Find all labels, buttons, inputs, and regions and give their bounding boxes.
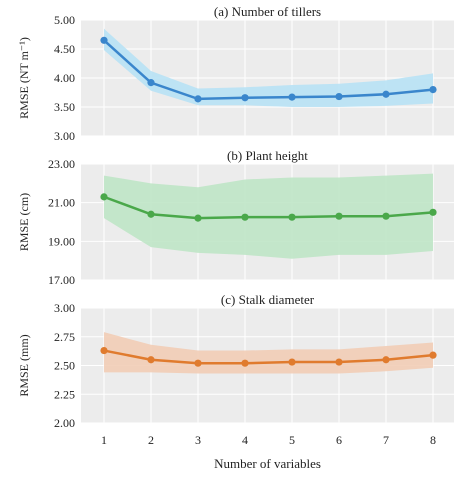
data-point xyxy=(335,358,343,366)
y-axis-label: RMSE (NT m⁻¹) xyxy=(17,37,31,119)
panel-title: (a) Number of tillers xyxy=(214,4,321,19)
y-tick-label: 3.00 xyxy=(54,301,75,315)
y-tick-label: 5.00 xyxy=(54,13,75,27)
data-point xyxy=(288,93,296,101)
y-tick-label: 2.75 xyxy=(54,330,75,344)
y-axis-label: RMSE (mm) xyxy=(17,334,31,396)
data-point xyxy=(429,86,437,94)
x-tick-label: 8 xyxy=(430,433,436,447)
confidence-band xyxy=(104,28,433,108)
data-point xyxy=(241,359,249,367)
y-tick-label: 4.00 xyxy=(54,71,75,85)
data-point xyxy=(100,193,108,201)
x-axis-label: Number of variables xyxy=(214,456,321,471)
x-tick-label: 7 xyxy=(383,433,389,447)
data-point xyxy=(194,214,202,222)
y-tick-label: 17.00 xyxy=(48,273,75,287)
x-tick-label: 6 xyxy=(336,433,342,447)
data-point xyxy=(194,359,202,367)
data-point xyxy=(429,208,437,216)
x-tick-label: 4 xyxy=(242,433,248,447)
x-tick-label: 3 xyxy=(195,433,201,447)
data-point xyxy=(100,346,108,355)
data-point xyxy=(147,356,155,364)
y-tick-label: 4.50 xyxy=(54,42,75,56)
data-point xyxy=(382,212,390,220)
data-point xyxy=(382,90,390,98)
panel-3: 2.00 2.25 2.50 2.75 3.00 (c) Stalk diameter RM… xyxy=(17,292,454,471)
panel-title: (b) Plant height xyxy=(227,148,308,163)
x-tick-label: 1 xyxy=(101,433,107,447)
panel-1: 3.00 3.50 4.00 4.50 5.00 (a) Number of tiller… xyxy=(17,4,454,143)
y-tick-label: 2.00 xyxy=(54,416,75,430)
y-tick-label: 2.25 xyxy=(54,387,75,401)
data-point xyxy=(382,356,390,364)
data-point xyxy=(241,94,249,102)
panel-2: 17.00 19.00 21.00 23.00 (b) Plant height RMSE… xyxy=(17,148,454,287)
y-tick-label: 23.00 xyxy=(48,157,75,171)
series-line xyxy=(103,195,434,220)
data-point xyxy=(147,79,155,87)
data-point xyxy=(194,95,202,103)
series-line xyxy=(103,349,434,365)
y-tick-label: 3.50 xyxy=(54,100,75,114)
data-point xyxy=(100,36,108,44)
data-point xyxy=(241,213,249,221)
data-point xyxy=(335,212,343,220)
data-point xyxy=(288,213,296,221)
x-tick-label: 5 xyxy=(289,433,295,447)
panel-title: (c) Stalk diameter xyxy=(221,292,315,307)
series-line xyxy=(103,39,434,101)
y-tick-label: 3.00 xyxy=(54,129,75,143)
data-point xyxy=(288,358,296,366)
x-tick-label: 2 xyxy=(148,433,154,447)
y-tick-label: 19.00 xyxy=(48,234,75,248)
y-tick-label: 21.00 xyxy=(48,196,75,210)
data-point xyxy=(335,92,343,101)
y-tick-label: 2.50 xyxy=(54,359,75,373)
data-point xyxy=(147,210,155,218)
data-point xyxy=(429,351,437,359)
y-axis-label: RMSE (cm) xyxy=(17,193,31,251)
